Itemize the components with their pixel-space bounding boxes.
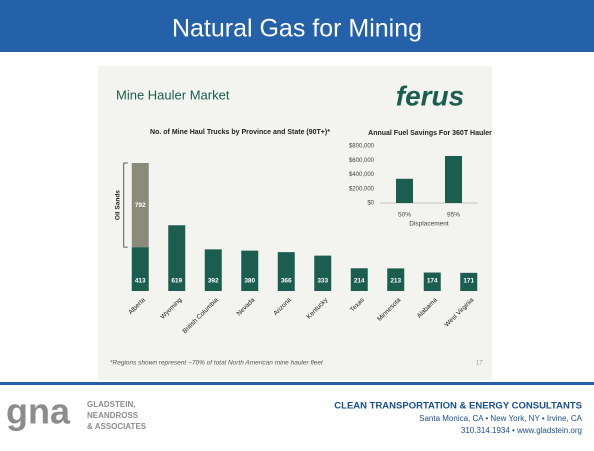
bar-segment: [168, 225, 186, 291]
y-tick-label: $200,000: [349, 186, 375, 192]
bar-segment: [423, 272, 441, 291]
bracket: [123, 162, 128, 248]
page-number: 17: [476, 361, 483, 367]
data-label: 366: [281, 278, 292, 285]
company-line: GLADSTEIN,: [87, 400, 135, 409]
y-tick-label: $0: [367, 201, 374, 207]
bar-segment: [277, 252, 295, 291]
company-line: NEANDROSS: [87, 411, 139, 420]
contact: 310.314.1934 • www.gladstein.org: [461, 426, 582, 435]
data-label: 380: [244, 278, 255, 285]
data-label: 214: [354, 278, 365, 285]
bar-segment: [241, 250, 259, 291]
y-tick-label: $600,000: [349, 158, 375, 164]
footnote: *Regions shown represent ~70% of total N…: [110, 360, 324, 367]
bar-segment: [387, 268, 405, 291]
data-label: 171: [463, 278, 474, 285]
slide-title: Natural Gas for Mining: [172, 15, 422, 43]
data-label: 174: [427, 278, 438, 285]
legend-label: Oil Sands: [114, 190, 121, 220]
chart-panel: [98, 66, 492, 380]
chart-title: Annual Fuel Savings For 360T Hauler: [368, 130, 492, 137]
data-label: 619: [171, 278, 182, 285]
tagline: CLEAN TRANSPORTATION & ENERGY CONSULTANT…: [334, 401, 582, 412]
brand-logo: gna: [6, 391, 71, 432]
locations: Santa Monica, CA • New York, NY • Irvine…: [419, 414, 583, 423]
data-label: 792: [135, 202, 146, 209]
x-tick-label: 95%: [447, 212, 460, 219]
bar: [396, 178, 413, 203]
panel-title: Mine Hauler Market: [116, 87, 230, 102]
bar-segment: [131, 163, 149, 248]
bar-segment: [204, 249, 222, 291]
bar-segment: [460, 272, 478, 291]
data-label: 413: [135, 278, 146, 285]
data-label: 392: [208, 278, 219, 285]
y-tick-label: $800,000: [349, 144, 375, 150]
header-bar: [0, 0, 594, 52]
data-label: 213: [390, 278, 401, 285]
x-axis-label: Displacement: [409, 221, 449, 228]
bar: [445, 155, 462, 203]
x-tick-label: 50%: [398, 212, 411, 219]
data-label: 333: [317, 278, 328, 285]
y-tick-label: $400,000: [349, 172, 375, 178]
bar-segment: [314, 255, 332, 291]
company-line: & ASSOCIATES: [87, 422, 147, 431]
chart-title: No. of Mine Haul Trucks by Province and …: [150, 129, 330, 136]
footer-rule: [0, 382, 594, 385]
logo: ferus: [396, 80, 464, 111]
bar-segment: [350, 268, 368, 291]
bar-segment: [131, 247, 149, 291]
